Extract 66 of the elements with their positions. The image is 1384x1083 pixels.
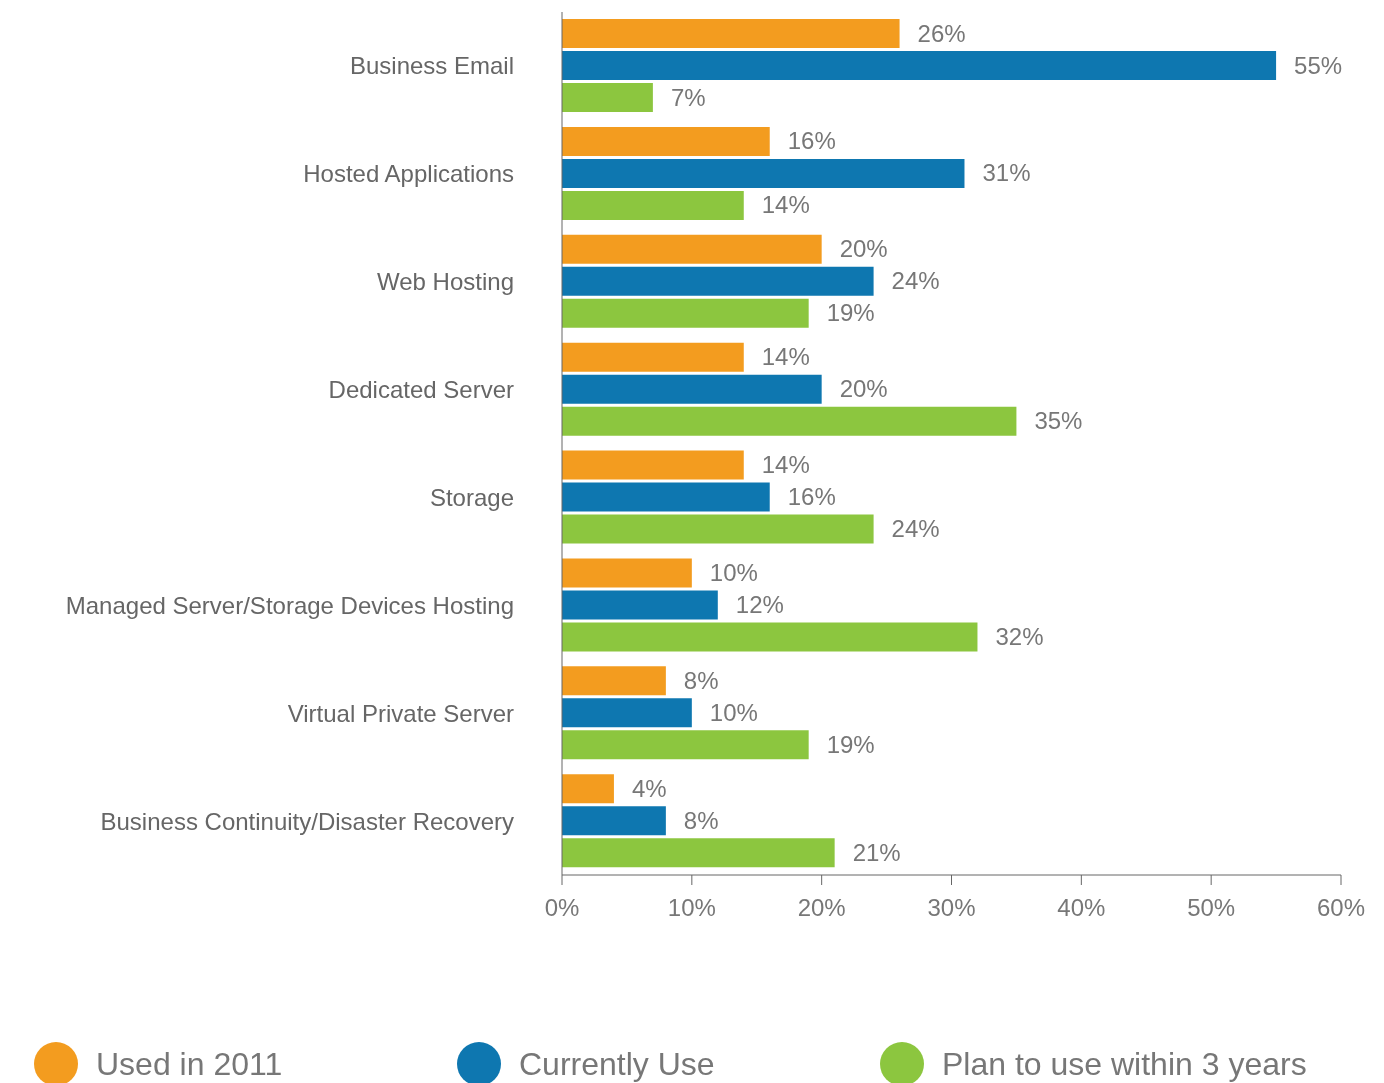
bar — [562, 342, 744, 372]
data-label: 4% — [631, 774, 667, 802]
legend-label: Used in 2011 — [96, 1045, 283, 1083]
data-label: 26% — [917, 19, 966, 47]
x-tick-label: 50% — [1187, 894, 1236, 922]
x-tick-label: 30% — [927, 894, 976, 922]
data-label: 10% — [709, 698, 758, 726]
y-tick-label: Virtual Private Server — [287, 699, 515, 727]
y-tick-label: Storage — [429, 483, 514, 511]
bar — [562, 806, 666, 836]
bar — [562, 374, 822, 404]
data-label: 20% — [839, 235, 888, 263]
bar — [562, 126, 770, 156]
bar — [562, 450, 744, 480]
bar — [562, 406, 1017, 436]
data-label: 19% — [826, 299, 875, 327]
data-label: 24% — [891, 267, 940, 295]
bar — [562, 514, 874, 544]
y-tick-label: Managed Server/Storage Devices Hosting — [65, 591, 514, 619]
y-tick-label: Hosted Applications — [303, 160, 514, 188]
bar — [562, 590, 718, 620]
legend-label: Currently Use — [519, 1045, 715, 1083]
data-label: 19% — [826, 730, 875, 758]
data-label: 55% — [1294, 51, 1343, 79]
data-label: 31% — [982, 159, 1031, 187]
data-label: 14% — [761, 451, 810, 478]
x-tick-label: 0% — [544, 894, 580, 922]
bar — [562, 698, 692, 728]
bar — [562, 158, 965, 188]
data-label: 16% — [787, 127, 836, 155]
legend-label: Plan to use within 3 years — [942, 1045, 1307, 1083]
x-tick-label: 10% — [667, 894, 716, 922]
data-label: 14% — [761, 191, 810, 219]
x-tick-label: 20% — [797, 894, 846, 922]
data-label: 14% — [761, 343, 810, 371]
data-label: 24% — [891, 515, 940, 542]
bar — [562, 838, 835, 868]
bar — [562, 774, 614, 804]
data-label: 8% — [683, 806, 719, 834]
data-label: 7% — [670, 83, 706, 111]
bar — [562, 482, 770, 512]
bar — [562, 83, 653, 112]
bar — [562, 558, 692, 588]
data-label: 12% — [735, 590, 784, 618]
bar — [562, 730, 809, 760]
data-label: 8% — [683, 666, 719, 694]
data-label: 20% — [839, 375, 888, 403]
bar — [562, 234, 822, 264]
y-tick-label: Dedicated Server — [328, 376, 514, 404]
y-tick-label: Business Email — [349, 52, 514, 80]
x-tick-label: 40% — [1057, 894, 1106, 922]
data-label: 35% — [1034, 407, 1083, 435]
y-tick-label: Business Continuity/Disaster Recovery — [100, 807, 514, 835]
data-label: 16% — [787, 483, 836, 510]
bar — [562, 19, 900, 48]
bar — [562, 622, 978, 652]
data-label: 21% — [852, 838, 901, 866]
bar — [562, 190, 744, 220]
bar — [562, 51, 1277, 80]
bar — [562, 298, 809, 328]
bar — [562, 266, 874, 296]
x-tick-label: 60% — [1316, 894, 1366, 922]
y-tick-label: Web Hosting — [377, 268, 514, 296]
data-label: 10% — [709, 558, 758, 586]
data-label: 32% — [995, 622, 1044, 650]
bar — [562, 666, 666, 696]
